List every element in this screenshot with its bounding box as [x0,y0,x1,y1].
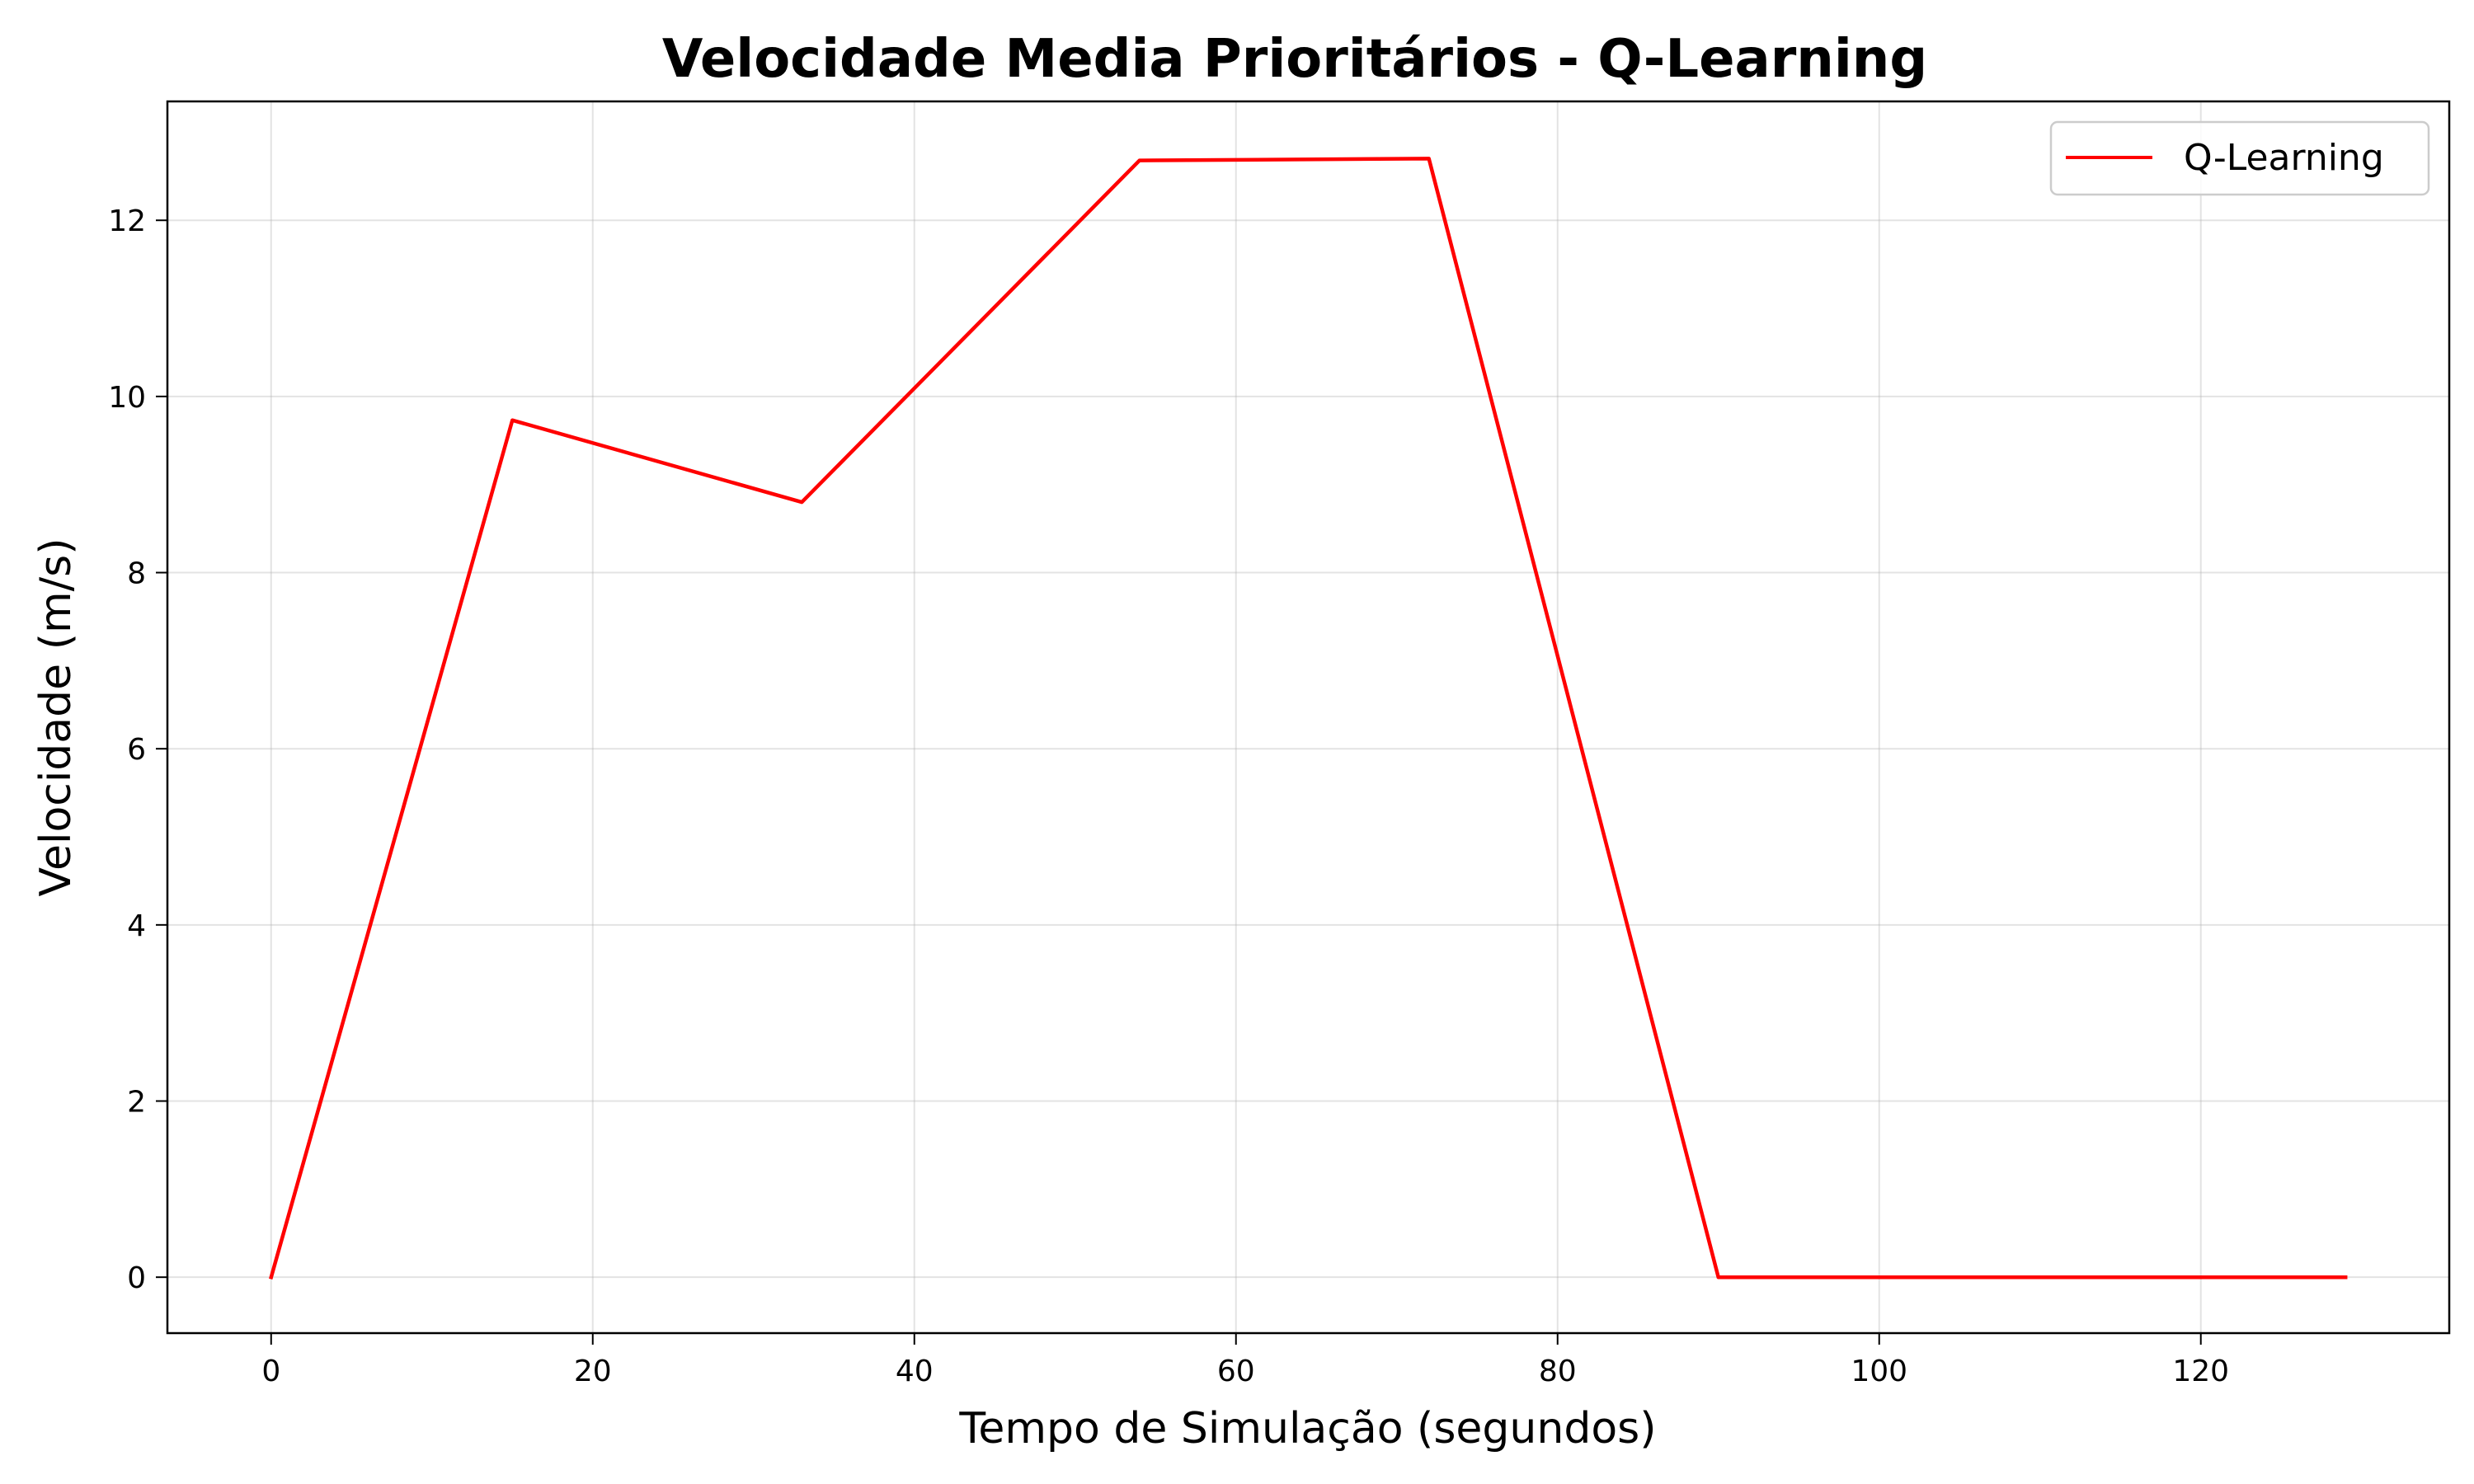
x-tick-label: 120 [2172,1355,2229,1388]
x-tick-label: 0 [261,1355,280,1388]
x-tick-label: 60 [1217,1355,1255,1388]
y-tick: 8 [127,557,167,591]
y-tick-label: 4 [127,909,146,943]
x-tick: 40 [896,1333,934,1388]
grid [167,101,2449,1333]
y-tick-label: 6 [127,733,146,767]
y-tick-label: 8 [127,557,146,591]
legend: Q-Learning [2049,120,2430,196]
chart-title: Velocidade Media Prioritários - Q-Learni… [662,29,1927,90]
x-tick: 80 [1539,1333,1577,1388]
plot-frame [166,100,2451,1335]
y-tick-label: 2 [127,1086,146,1120]
y-tick: 10 [108,381,167,415]
legend-box [2049,120,2430,196]
x-tick-label: 40 [896,1355,934,1388]
y-tick: 6 [127,733,167,767]
legend-label-q-learning: Q-Learning [2184,137,2384,179]
x-tick-label: 100 [1851,1355,1907,1388]
x-tick: 0 [261,1333,280,1388]
x-ticks: 0 20 40 60 80 100 120 [261,1333,2229,1388]
y-ticks: 0 2 4 6 8 10 12 [108,204,167,1295]
x-tick: 100 [1851,1333,1907,1388]
x-tick: 20 [574,1333,612,1388]
series-layer [269,157,2348,1280]
y-tick: 12 [108,204,167,238]
series-line-q-learning [269,157,2348,1280]
y-tick: 4 [127,909,167,943]
x-axis-label: Tempo de Simulação (segundos) [958,1404,1656,1453]
y-tick-label: 0 [127,1261,146,1295]
x-tick-label: 20 [574,1355,612,1388]
y-tick-label: 12 [108,204,146,238]
x-tick: 60 [1217,1333,1255,1388]
y-tick: 0 [127,1261,167,1295]
y-tick: 2 [127,1086,167,1120]
y-tick-label: 10 [108,381,146,415]
y-axis-label: Velocidade (m/s) [31,538,81,896]
x-tick-label: 80 [1539,1355,1577,1388]
x-tick: 120 [2172,1333,2229,1388]
